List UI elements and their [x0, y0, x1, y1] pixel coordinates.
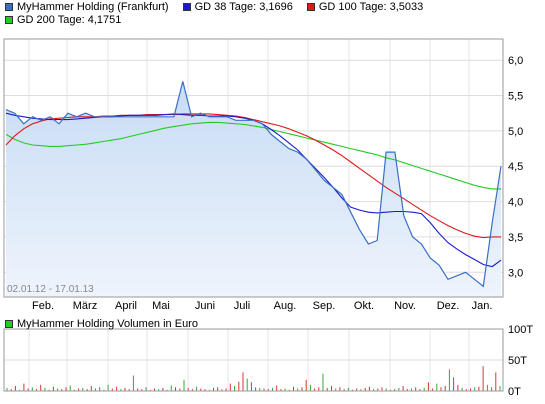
month-tick-label: Feb. — [32, 300, 54, 312]
legend-swatch-price — [5, 2, 13, 11]
month-tick-label: Dez. — [437, 300, 460, 312]
legend-item-gd200: GD 200 Tage: 4,1751 — [5, 14, 121, 26]
volume-y-ticks: 0T 50T 100T — [508, 324, 533, 398]
volume-frame — [3, 328, 504, 392]
price-y-tick-label: 4,5 — [508, 161, 523, 173]
legend-label-gd200: GD 200 Tage: 4,1751 — [17, 13, 122, 26]
month-tick-label: März — [73, 300, 97, 312]
gd100-line — [5, 113, 501, 239]
legend-swatch-gd38 — [182, 2, 191, 11]
price-area — [6, 81, 501, 298]
gd200-line — [5, 121, 501, 190]
month-tick-label: Aug. — [274, 300, 297, 312]
price-y-tick-label: 5,5 — [508, 91, 523, 103]
legend-label-volume: MyHammer Holding Volumen in Euro — [17, 317, 198, 330]
legend-swatch-gd100 — [306, 2, 315, 11]
legend-item-gd100: GD 100 Tage: 3,5033 — [306, 0, 424, 13]
month-tick-label: April — [115, 300, 137, 312]
volume-y-tick-label: 0T — [508, 386, 521, 398]
price-y-ticks: 3,0 3,5 4,0 4,5 5,0 5,5 6,0 — [508, 55, 523, 279]
month-tick-label: Juli — [234, 300, 251, 312]
price-y-tick-label: 5,0 — [508, 126, 523, 138]
price-y-tick-label: 4,0 — [508, 197, 523, 209]
volume-y-tick-label: 50T — [508, 355, 527, 367]
month-tick-label: Sep. — [313, 300, 336, 312]
volume-grid — [4, 328, 503, 392]
price-y-tick-label: 6,0 — [508, 55, 523, 67]
legend-swatch-gd200 — [5, 15, 13, 24]
legend-volume: MyHammer Holding Volumen in Euro — [5, 317, 212, 330]
price-y-tick-label: 3,5 — [508, 232, 523, 244]
month-x-ticks: Feb. März April Mai Juni Juli Aug. Sep. Okt. Nov.… — [32, 300, 492, 312]
legend-label-price: MyHammer Holding (Frankfurt) — [17, 0, 169, 13]
volume-y-tick-label: 100T — [508, 324, 533, 336]
month-tick-label: Jan. — [472, 300, 493, 312]
month-tick-label: Mai — [152, 300, 170, 312]
legend-swatch-volume — [5, 319, 13, 328]
month-tick-label: Nov. — [394, 300, 416, 312]
price-y-tick-label: 3,0 — [508, 267, 523, 279]
legend-top: MyHammer Holding (Frankfurt) GD 38 Tage:… — [5, 0, 437, 13]
legend-label-gd38: GD 38 Tage: 3,1696 — [194, 0, 293, 13]
price-frame — [3, 38, 504, 298]
series-lines — [5, 81, 502, 288]
price-area-fill — [6, 81, 501, 298]
legend-second-row: GD 200 Tage: 4,1751 — [5, 13, 135, 26]
price-line — [5, 81, 502, 288]
legend-item-volume: MyHammer Holding Volumen in Euro — [5, 318, 198, 330]
month-tick-label: Okt. — [354, 300, 374, 312]
date-range-label: 02.01.12 - 17.01.13 — [7, 284, 94, 295]
legend-label-gd100: GD 100 Tage: 3,5033 — [318, 0, 424, 13]
legend-item-gd38: GD 38 Tage: 3,1696 — [182, 0, 293, 13]
legend-item-price: MyHammer Holding (Frankfurt) — [5, 1, 169, 13]
month-tick-label: Juni — [195, 300, 215, 312]
